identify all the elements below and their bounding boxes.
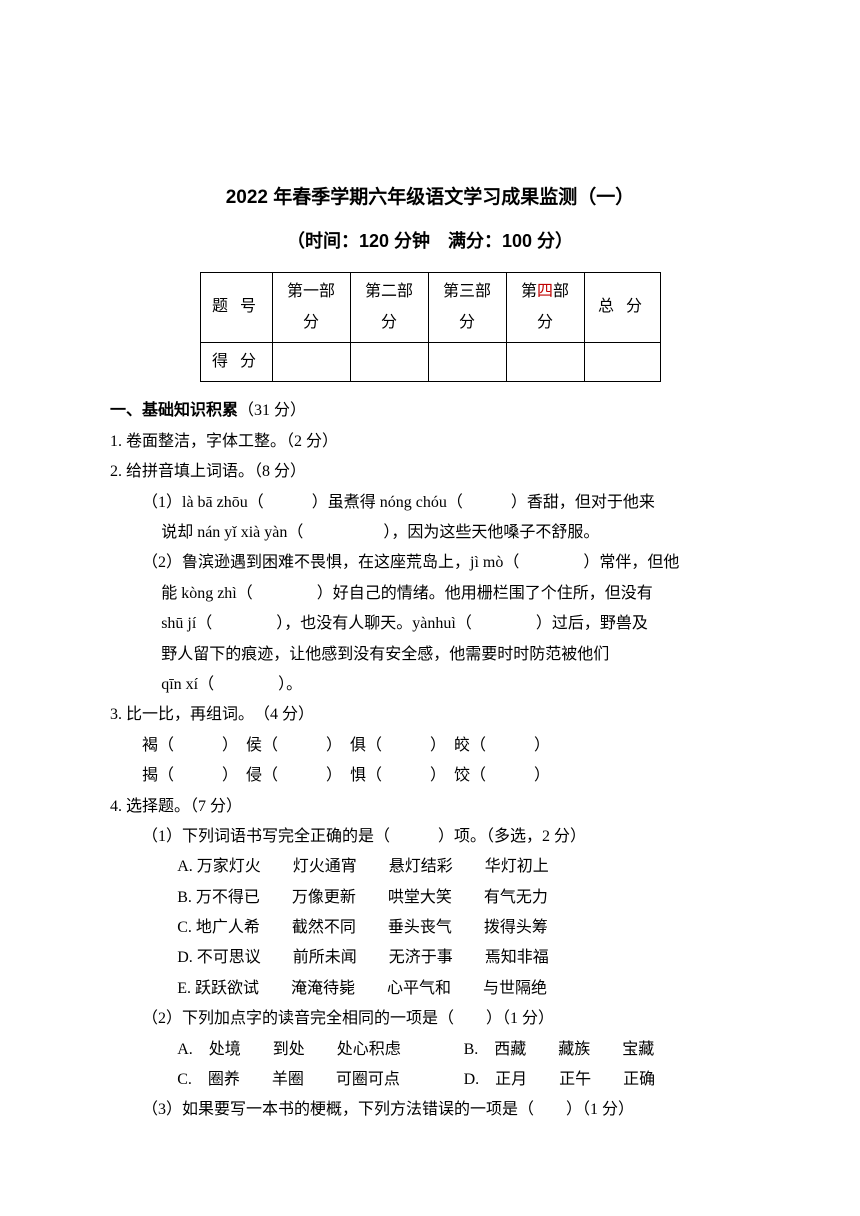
q2-2-line3: shū jí（ ），也没有人聊天。yànhuì（ ）过后，野兽及 xyxy=(110,609,750,639)
q2-1-line1: （1）là bā zhōu（ ）虽煮得 nóng chóu（ ）香甜，但对于他来 xyxy=(110,488,750,518)
question-1: 1. 卷面整洁，字体工整。（2 分） xyxy=(110,427,750,457)
q4-1-head: （1）下列词语书写完全正确的是（ ）项。（多选，2 分） xyxy=(110,822,750,852)
q4-2-head: （2）下列加点字的读音完全相同的一项是（ ）（1 分） xyxy=(110,1004,750,1034)
q4-2-opt-b: B. 西藏 藏族 宝藏 xyxy=(464,1035,655,1065)
section-1-heading: 一、基础知识积累（31 分） xyxy=(110,396,750,426)
question-2-head: 2. 给拼音填上词语。（8 分） xyxy=(110,457,750,487)
q2-2-line4: 野人留下的痕迹，让他感到没有安全感，他需要时时防范被他们 xyxy=(110,640,750,670)
question-4-head: 4. 选择题。（7 分） xyxy=(110,792,750,822)
question-3-head: 3. 比一比，再组词。 （4 分） xyxy=(110,700,750,730)
q3-row2: 揭（ ） 侵（ ） 惧（ ） 饺（ ） xyxy=(110,761,750,791)
score-cell xyxy=(272,343,350,382)
q2-2-line1: （2）鲁滨逊遇到困难不畏惧，在这座荒岛上，jì mò（ ）常伴，但他 xyxy=(110,548,750,578)
score-cell xyxy=(506,343,584,382)
part4-prefix: 第 xyxy=(521,283,537,300)
q4-2-opt-d: D. 正月 正午 正确 xyxy=(464,1065,656,1095)
q4-2-opt-a: A. 处境 到处 处心积虑 xyxy=(177,1035,463,1065)
part-4: 第四部分 xyxy=(506,273,584,343)
q4-1-opt-d: D. 不可思议 前所未闻 无济于事 焉知非福 xyxy=(110,943,750,973)
part-3: 第三部分 xyxy=(428,273,506,343)
q2-1-line2: 说却 nán yǐ xià yàn（ ），因为这些天他嗓子不舒服。 xyxy=(110,518,750,548)
row2-label: 得 分 xyxy=(200,343,272,382)
score-table: 题 号 第一部分 第二部分 第三部分 第四部分 总 分 得 分 xyxy=(200,272,661,382)
q2-2-line5: qīn xí（ ）。 xyxy=(110,670,750,700)
page-subtitle: （时间：120 分钟 满分：100 分） xyxy=(110,224,750,258)
table-row: 题 号 第一部分 第二部分 第三部分 第四部分 总 分 xyxy=(200,273,660,343)
q4-1-opt-a: A. 万家灯火 灯火通宵 悬灯结彩 华灯初上 xyxy=(110,852,750,882)
part-1: 第一部分 xyxy=(272,273,350,343)
q2-2-line2: 能 kòng zhì（ ）好自己的情绪。他用栅栏围了个住所，但没有 xyxy=(110,579,750,609)
total-label: 总 分 xyxy=(584,273,660,343)
score-cell xyxy=(584,343,660,382)
row1-label: 题 号 xyxy=(200,273,272,343)
q4-2-opt-c: C. 圈养 羊圈 可圈可点 xyxy=(177,1065,463,1095)
section-points: （31 分） xyxy=(238,402,306,419)
part4-red: 四 xyxy=(537,283,553,300)
q4-1-opt-b: B. 万不得已 万像更新 哄堂大笑 有气无力 xyxy=(110,883,750,913)
q4-2-row-ab: A. 处境 到处 处心积虑 B. 西藏 藏族 宝藏 xyxy=(110,1035,750,1065)
q4-2-row-cd: C. 圈养 羊圈 可圈可点 D. 正月 正午 正确 xyxy=(110,1065,750,1095)
score-cell xyxy=(350,343,428,382)
q4-1-opt-c: C. 地广人希 截然不同 垂头丧气 拨得头筹 xyxy=(110,913,750,943)
page-title: 2022 年春季学期六年级语文学习成果监测（一） xyxy=(110,180,750,216)
q4-3-head: （3）如果要写一本书的梗概，下列方法错误的一项是（ ）（1 分） xyxy=(110,1095,750,1125)
table-row: 得 分 xyxy=(200,343,660,382)
part-2: 第二部分 xyxy=(350,273,428,343)
section-head-text: 一、基础知识积累 xyxy=(110,402,238,419)
q3-row1: 褐（ ） 侯（ ） 俱（ ） 皎（ ） xyxy=(110,731,750,761)
score-cell xyxy=(428,343,506,382)
q4-1-opt-e: E. 跃跃欲试 淹淹待毙 心平气和 与世隔绝 xyxy=(110,974,750,1004)
